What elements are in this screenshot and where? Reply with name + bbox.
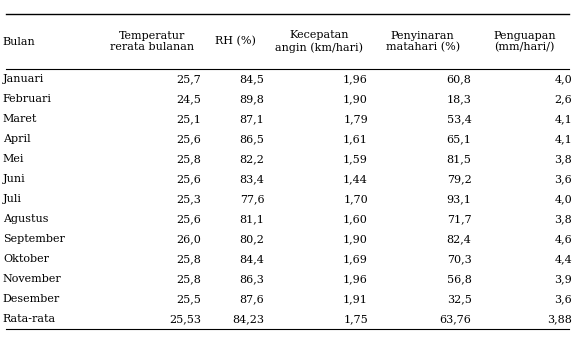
Text: 32,5: 32,5 bbox=[447, 294, 472, 304]
Text: 4,1: 4,1 bbox=[554, 134, 572, 144]
Text: 3,88: 3,88 bbox=[547, 314, 572, 324]
Text: 3,6: 3,6 bbox=[554, 174, 572, 184]
Text: 93,1: 93,1 bbox=[447, 194, 472, 204]
Text: 71,7: 71,7 bbox=[447, 214, 472, 224]
Text: Temperatur
rerata bulanan: Temperatur rerata bulanan bbox=[110, 31, 194, 52]
Text: 63,76: 63,76 bbox=[440, 314, 471, 324]
Text: 79,2: 79,2 bbox=[447, 174, 472, 184]
Text: Rata-rata: Rata-rata bbox=[3, 314, 56, 324]
Text: 1,90: 1,90 bbox=[343, 95, 368, 104]
Text: Agustus: Agustus bbox=[3, 214, 48, 224]
Text: Kecepatan
angin (km/hari): Kecepatan angin (km/hari) bbox=[275, 31, 363, 53]
Text: April: April bbox=[3, 134, 30, 144]
Text: 1,60: 1,60 bbox=[343, 214, 368, 224]
Text: 87,6: 87,6 bbox=[240, 294, 264, 304]
Text: 1,79: 1,79 bbox=[343, 114, 368, 124]
Text: 3,9: 3,9 bbox=[554, 274, 572, 284]
Text: November: November bbox=[3, 274, 62, 284]
Text: 84,4: 84,4 bbox=[240, 254, 264, 264]
Text: 1,75: 1,75 bbox=[343, 314, 368, 324]
Text: 25,6: 25,6 bbox=[177, 174, 201, 184]
Text: 25,6: 25,6 bbox=[177, 134, 201, 144]
Text: 81,1: 81,1 bbox=[240, 214, 264, 224]
Text: 80,2: 80,2 bbox=[240, 234, 264, 244]
Text: Maret: Maret bbox=[3, 114, 37, 124]
Text: 3,6: 3,6 bbox=[554, 294, 572, 304]
Text: 18,3: 18,3 bbox=[447, 95, 472, 104]
Text: 1,90: 1,90 bbox=[343, 234, 368, 244]
Text: Bulan: Bulan bbox=[3, 37, 36, 46]
Text: 65,1: 65,1 bbox=[447, 134, 472, 144]
Text: 1,69: 1,69 bbox=[343, 254, 368, 264]
Text: 1,59: 1,59 bbox=[343, 154, 368, 164]
Text: 25,6: 25,6 bbox=[177, 214, 201, 224]
Text: Penguapan
(mm/hari/): Penguapan (mm/hari/) bbox=[493, 31, 556, 53]
Text: 77,6: 77,6 bbox=[240, 194, 264, 204]
Text: 26,0: 26,0 bbox=[177, 234, 201, 244]
Text: 1,44: 1,44 bbox=[343, 174, 368, 184]
Text: 81,5: 81,5 bbox=[447, 154, 472, 164]
Text: 4,1: 4,1 bbox=[554, 114, 572, 124]
Text: 53,4: 53,4 bbox=[447, 114, 472, 124]
Text: 83,4: 83,4 bbox=[240, 174, 264, 184]
Text: 56,8: 56,8 bbox=[447, 274, 472, 284]
Text: Mei: Mei bbox=[3, 154, 24, 164]
Text: 25,7: 25,7 bbox=[177, 75, 201, 84]
Text: Penyinaran
matahari (%): Penyinaran matahari (%) bbox=[386, 31, 459, 53]
Text: 1,61: 1,61 bbox=[343, 134, 368, 144]
Text: Juli: Juli bbox=[3, 194, 22, 204]
Text: RH (%): RH (%) bbox=[215, 36, 256, 47]
Text: 3,8: 3,8 bbox=[554, 214, 572, 224]
Text: 84,23: 84,23 bbox=[232, 314, 264, 324]
Text: 25,8: 25,8 bbox=[177, 274, 201, 284]
Text: Desember: Desember bbox=[3, 294, 60, 304]
Text: 4,6: 4,6 bbox=[554, 234, 572, 244]
Text: 3,8: 3,8 bbox=[554, 154, 572, 164]
Text: 60,8: 60,8 bbox=[447, 75, 472, 84]
Text: 4,4: 4,4 bbox=[554, 254, 572, 264]
Text: 86,3: 86,3 bbox=[240, 274, 264, 284]
Text: 1,96: 1,96 bbox=[343, 75, 368, 84]
Text: 70,3: 70,3 bbox=[447, 254, 472, 264]
Text: Februari: Februari bbox=[3, 95, 52, 104]
Text: 1,96: 1,96 bbox=[343, 274, 368, 284]
Text: 1,70: 1,70 bbox=[343, 194, 368, 204]
Text: 4,0: 4,0 bbox=[554, 194, 572, 204]
Text: Januari: Januari bbox=[3, 75, 44, 84]
Text: 82,4: 82,4 bbox=[447, 234, 472, 244]
Text: 25,5: 25,5 bbox=[177, 294, 201, 304]
Text: 24,5: 24,5 bbox=[177, 95, 201, 104]
Text: Oktober: Oktober bbox=[3, 254, 49, 264]
Text: 2,6: 2,6 bbox=[554, 95, 572, 104]
Text: 84,5: 84,5 bbox=[240, 75, 264, 84]
Text: 82,2: 82,2 bbox=[240, 154, 264, 164]
Text: 25,3: 25,3 bbox=[177, 194, 201, 204]
Text: 25,8: 25,8 bbox=[177, 254, 201, 264]
Text: 4,0: 4,0 bbox=[554, 75, 572, 84]
Text: 1,91: 1,91 bbox=[343, 294, 368, 304]
Text: 25,53: 25,53 bbox=[169, 314, 201, 324]
Text: 87,1: 87,1 bbox=[240, 114, 264, 124]
Text: 86,5: 86,5 bbox=[240, 134, 264, 144]
Text: 25,1: 25,1 bbox=[177, 114, 201, 124]
Text: 25,8: 25,8 bbox=[177, 154, 201, 164]
Text: September: September bbox=[3, 234, 65, 244]
Text: Juni: Juni bbox=[3, 174, 26, 184]
Text: 89,8: 89,8 bbox=[240, 95, 264, 104]
